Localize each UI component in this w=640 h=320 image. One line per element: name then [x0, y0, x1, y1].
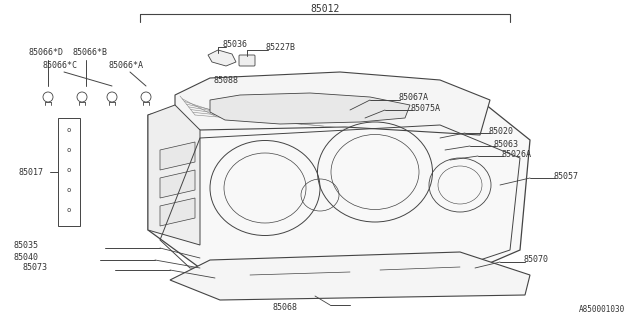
Polygon shape — [148, 105, 200, 245]
Text: 85066*B: 85066*B — [72, 47, 107, 57]
Polygon shape — [210, 93, 410, 124]
Polygon shape — [160, 170, 195, 198]
Polygon shape — [170, 252, 530, 300]
Text: 85227B: 85227B — [265, 43, 295, 52]
Text: 85070: 85070 — [523, 255, 548, 265]
Text: 85063: 85063 — [493, 140, 518, 148]
Bar — [205, 89, 212, 94]
Text: 85020: 85020 — [488, 126, 513, 135]
Bar — [195, 103, 202, 108]
Polygon shape — [148, 100, 530, 278]
Polygon shape — [208, 50, 236, 66]
Text: 85035: 85035 — [13, 241, 38, 250]
Text: ο: ο — [67, 207, 71, 213]
Text: 85026A: 85026A — [501, 149, 531, 158]
Text: 85057: 85057 — [553, 172, 578, 180]
Text: 85066*D: 85066*D — [28, 47, 63, 57]
Text: 85073: 85073 — [22, 263, 47, 273]
Text: 85075A: 85075A — [410, 103, 440, 113]
Text: 85068: 85068 — [272, 303, 297, 313]
Polygon shape — [175, 72, 490, 135]
Text: 85067A: 85067A — [398, 92, 428, 101]
Bar — [205, 96, 212, 101]
Text: 85040: 85040 — [13, 253, 38, 262]
Text: ο: ο — [67, 167, 71, 173]
Text: 85066*C: 85066*C — [42, 60, 77, 69]
Text: 85036: 85036 — [222, 39, 247, 49]
Text: ο: ο — [67, 147, 71, 153]
Text: 85012: 85012 — [310, 4, 340, 14]
Bar — [195, 89, 202, 94]
Bar — [205, 110, 212, 115]
Bar — [193, 87, 215, 119]
Text: 85066*A: 85066*A — [108, 60, 143, 69]
Text: 85017: 85017 — [18, 167, 43, 177]
Bar — [205, 103, 212, 108]
Polygon shape — [160, 198, 195, 226]
Text: ο: ο — [67, 127, 71, 133]
FancyBboxPatch shape — [239, 55, 255, 66]
Text: ο: ο — [67, 187, 71, 193]
Bar — [58, 118, 80, 226]
Bar — [195, 110, 202, 115]
Text: 85088: 85088 — [213, 76, 238, 84]
Text: A850001030: A850001030 — [579, 305, 625, 314]
Polygon shape — [160, 142, 195, 170]
Bar — [195, 96, 202, 101]
